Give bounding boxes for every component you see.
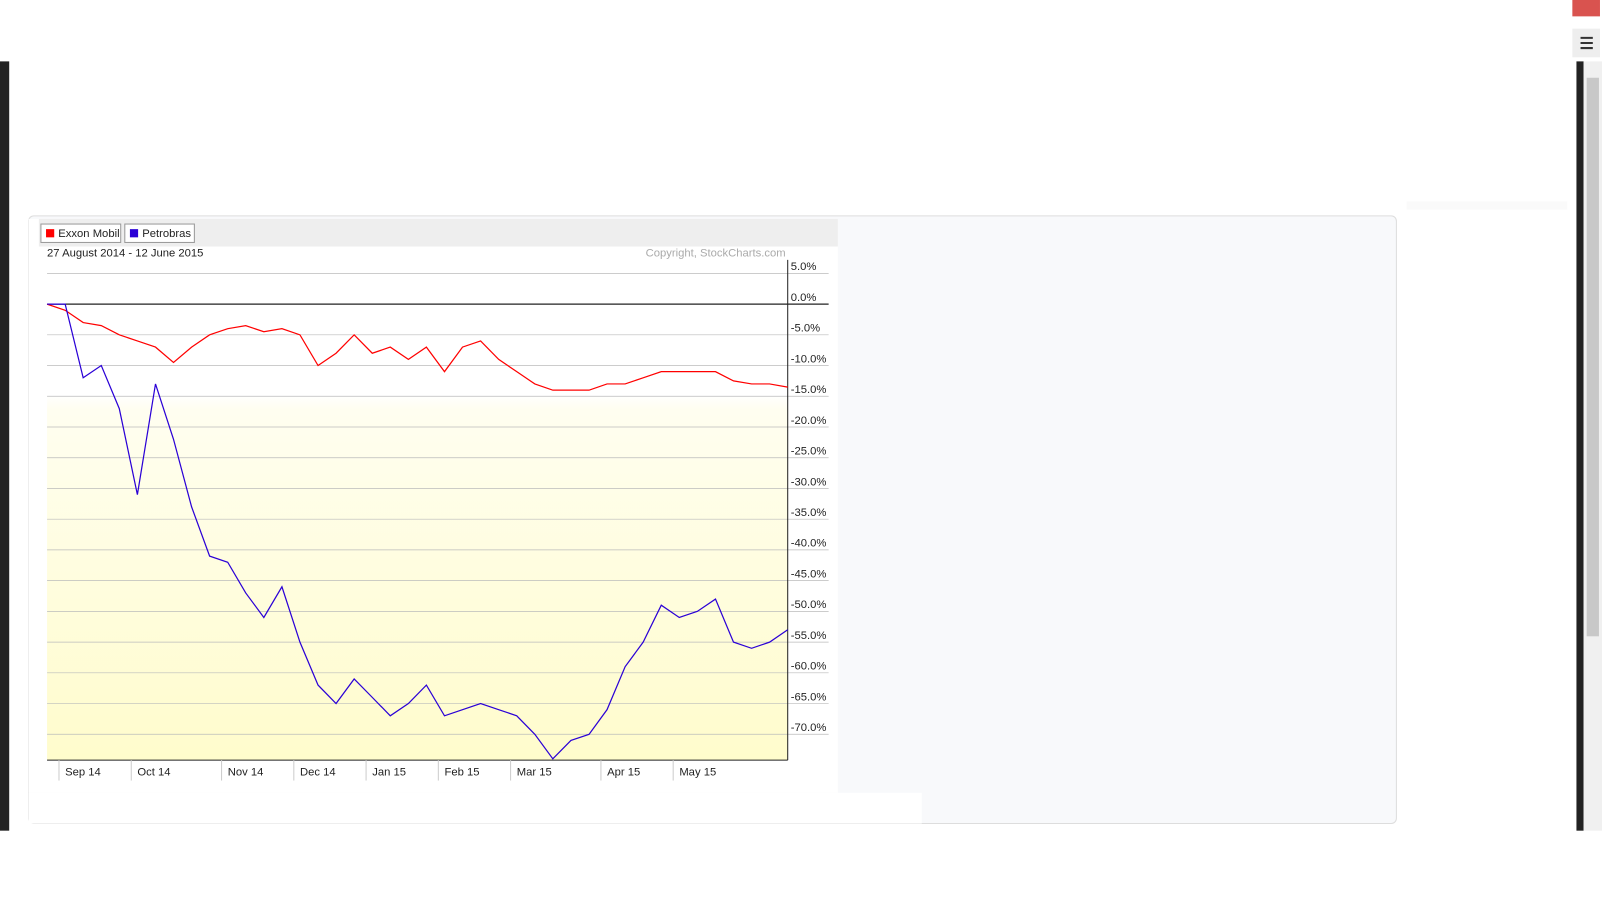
y-tick-label: -20.0% [791, 415, 827, 427]
series-line [46, 303, 788, 391]
y-tick-label: 0.0% [791, 292, 817, 304]
y-tick-label: -40.0% [791, 538, 827, 550]
x-tick-label: Feb 15 [444, 766, 479, 778]
x-tick-label: Nov 14 [228, 766, 264, 778]
x-tick-label: Dec 14 [300, 766, 336, 778]
y-tick-label: -35.0% [791, 507, 827, 519]
x-tick-label: Jan 15 [372, 766, 406, 778]
chart-footer [28, 792, 922, 824]
close-button[interactable] [1572, 0, 1600, 17]
y-tick-label: -55.0% [791, 630, 827, 642]
y-tick-label: -65.0% [791, 691, 827, 703]
y-tick-label: -10.0% [791, 353, 827, 365]
left-edge [0, 61, 10, 831]
x-tick-label: Mar 15 [517, 766, 552, 778]
legend-item [40, 223, 122, 243]
x-tick-label: Oct 14 [137, 766, 170, 778]
legend-label: Exxon Mobil [58, 228, 119, 240]
y-tick-label: -15.0% [791, 384, 827, 396]
chart-credit: Copyright, StockCharts.com [646, 248, 786, 260]
y-tick-label: -45.0% [791, 568, 827, 580]
y-tick-label: -30.0% [791, 476, 827, 488]
scroll-thumb[interactable] [1586, 77, 1599, 637]
legend-label: Petrobras [142, 228, 191, 240]
x-tick-label: Apr 15 [607, 766, 640, 778]
x-tick-label: May 15 [679, 766, 716, 778]
y-tick-label: 5.0% [791, 261, 817, 273]
y-tick-label: -70.0% [791, 722, 827, 734]
y-tick-label: -50.0% [791, 599, 827, 611]
plot-area [47, 259, 788, 761]
legend-swatch [129, 229, 139, 238]
legend-item [124, 223, 195, 243]
chart-subtitle: 27 August 2014 - 12 June 2015 [47, 248, 203, 260]
right-edge [1576, 61, 1584, 831]
legend-swatch [46, 229, 55, 238]
y-tick-label: -25.0% [791, 446, 827, 458]
content: 27 August 2014 - 12 June 2015 Copyright,… [0, 0, 1602, 831]
series-line [47, 303, 789, 760]
y-tick-label: -60.0% [791, 661, 827, 673]
menu-icon [1580, 36, 1593, 50]
y-tick-label: -5.0% [791, 323, 820, 335]
x-tick-label: Sep 14 [65, 766, 101, 778]
ad-strip [1406, 201, 1568, 210]
